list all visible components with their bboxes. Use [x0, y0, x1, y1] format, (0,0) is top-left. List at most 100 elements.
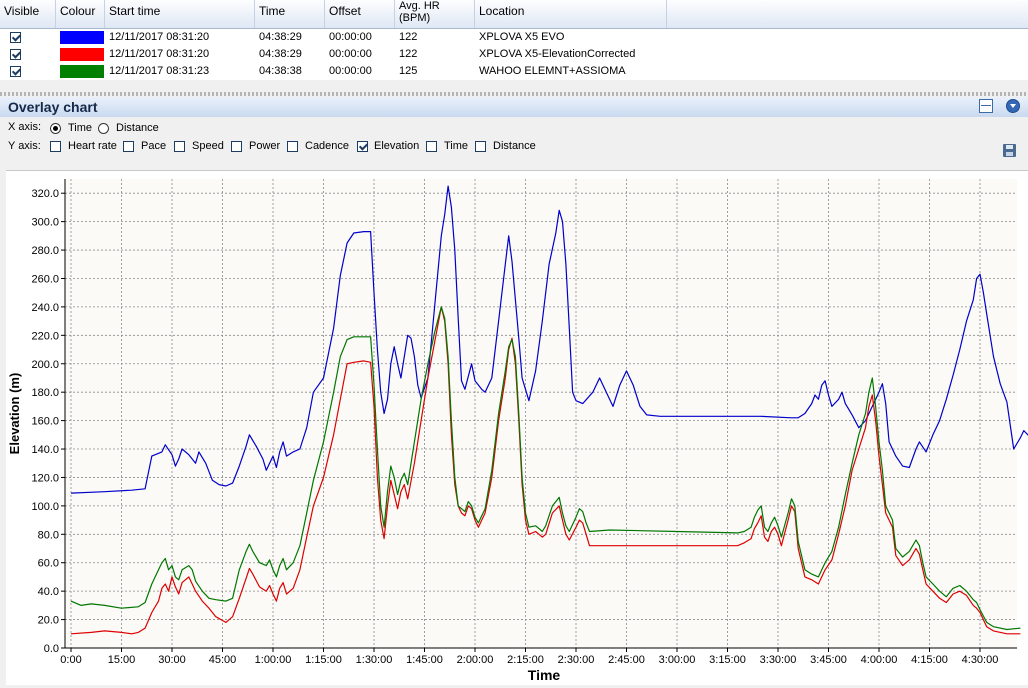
- avg-hr-label: Avg. HR: [399, 0, 440, 12]
- x-axis-distance-label[interactable]: Distance: [116, 122, 159, 134]
- series-line-1: [70, 185, 1028, 494]
- y-tick-label: 0.0: [44, 643, 59, 655]
- y-distance-label[interactable]: Distance: [493, 140, 536, 152]
- y-speed-checkbox[interactable]: [174, 141, 185, 152]
- y-tick-label: 180.0: [31, 387, 59, 399]
- y-tick-label: 240.0: [31, 302, 59, 314]
- save-image-icon[interactable]: [1003, 144, 1016, 157]
- colour-swatch[interactable]: [60, 48, 104, 61]
- y-power-checkbox[interactable]: [231, 141, 242, 152]
- y-tick-label: 80.0: [38, 529, 59, 541]
- x-tick-label: 45:00: [209, 654, 237, 666]
- y-tick-label: 320.0: [31, 188, 59, 200]
- x-tick-label: 4:00:00: [861, 654, 898, 666]
- location-cell: XPLOVA X5-ElevationCorrected: [479, 48, 636, 60]
- visible-checkbox[interactable]: [10, 66, 21, 77]
- avg-hr-cell: 122: [399, 31, 418, 43]
- x-tick-label: 1:15:00: [305, 654, 342, 666]
- x-tick-label: 1:45:00: [406, 654, 443, 666]
- table-row[interactable]: 12/11/2017 08:31:20 04:38:29 00:00:00 12…: [0, 29, 1028, 46]
- colour-swatch[interactable]: [60, 31, 104, 44]
- y-axis-label: Y axis:: [8, 140, 41, 152]
- column-header-visible[interactable]: Visible: [0, 0, 56, 28]
- avg-hr-unit: (BPM): [399, 12, 431, 24]
- x-tick-label: 1:00:00: [255, 654, 292, 666]
- x-axis-distance-radio[interactable]: [98, 123, 109, 134]
- y-speed-label[interactable]: Speed: [192, 140, 224, 152]
- avg-hr-cell: 122: [399, 48, 418, 60]
- x-axis-label: X axis:: [8, 121, 42, 133]
- x-tick-label: 4:15:00: [911, 654, 948, 666]
- x-tick-label: 2:30:00: [558, 654, 595, 666]
- column-header-location[interactable]: Location: [475, 0, 667, 28]
- y-elevation-label[interactable]: Elevation: [374, 140, 420, 152]
- start-time-cell: 12/11/2017 08:31:23: [109, 65, 210, 77]
- y-axis-title: Elevation (m): [7, 373, 22, 455]
- chart-area[interactable]: 0:00 15:00 30:00 45:00 1:00:00 1:15:00 1:30:00…: [6, 170, 1028, 685]
- collapse-chevron-icon[interactable]: [1006, 99, 1020, 113]
- x-tick-label: 2:00:00: [457, 654, 494, 666]
- x-tick-label: 4:30:00: [962, 654, 999, 666]
- y-tick-label: 40.0: [38, 586, 59, 598]
- offset-cell[interactable]: 00:00:00: [329, 31, 372, 43]
- y-tick-label: 100.0: [31, 501, 59, 513]
- y-elevation-checkbox[interactable]: [357, 141, 368, 152]
- x-tick-label: 15:00: [108, 654, 136, 666]
- axis-options: X axis: Time Distance Y axis: Heart rate…: [0, 117, 1028, 169]
- panel-title: Overlay chart: [8, 99, 98, 115]
- y-tick-label: 140.0: [31, 444, 59, 456]
- x-tick-label: 30:00: [158, 654, 186, 666]
- column-header-avg-hr[interactable]: Avg. HR (BPM): [395, 0, 475, 28]
- overlay-grid: Visible Colour Start time Time Offset Av…: [0, 0, 1028, 80]
- y-tick-label: 300.0: [31, 217, 59, 229]
- avg-hr-cell: 125: [399, 65, 418, 77]
- x-tick-label: 0:00: [60, 654, 81, 666]
- overlay-chart-header: Overlay chart: [0, 97, 1028, 118]
- column-header-colour[interactable]: Colour: [56, 0, 105, 28]
- column-header-offset[interactable]: Offset: [325, 0, 395, 28]
- visible-checkbox[interactable]: [10, 32, 21, 43]
- layout-toggle-icon[interactable]: [979, 99, 993, 113]
- column-header-time[interactable]: Time: [255, 0, 325, 28]
- x-tick-label: 2:15:00: [507, 654, 544, 666]
- y-time-checkbox[interactable]: [426, 141, 437, 152]
- offset-cell[interactable]: 00:00:00: [329, 48, 372, 60]
- table-row[interactable]: 12/11/2017 08:31:23 04:38:38 00:00:00 12…: [0, 63, 1028, 80]
- y-tick-label: 220.0: [31, 330, 59, 342]
- column-header-start-time[interactable]: Start time: [105, 0, 255, 28]
- y-distance-checkbox[interactable]: [475, 141, 486, 152]
- y-pace-label[interactable]: Pace: [141, 140, 167, 152]
- y-time-label[interactable]: Time: [444, 140, 469, 152]
- table-row[interactable]: 12/11/2017 08:31:20 04:38:29 00:00:00 12…: [0, 46, 1028, 63]
- time-cell: 04:38:29: [259, 31, 302, 43]
- y-tick-label: 160.0: [31, 416, 59, 428]
- y-heart-rate-label[interactable]: Heart rate: [68, 140, 117, 152]
- x-axis-title: Time: [528, 667, 561, 683]
- location-cell: WAHOO ELEMNT+ASSIOMA: [479, 65, 626, 77]
- x-tick-label: 3:45:00: [810, 654, 847, 666]
- y-tick-label: 280.0: [31, 245, 59, 257]
- visible-checkbox[interactable]: [10, 49, 21, 60]
- y-tick-label: 200.0: [31, 359, 59, 371]
- y-heart-rate-checkbox[interactable]: [50, 141, 61, 152]
- x-axis-time-label[interactable]: Time: [68, 122, 93, 134]
- offset-cell[interactable]: 00:00:00: [329, 65, 372, 77]
- y-tick-label: 120.0: [31, 472, 59, 484]
- y-tick-label: 60.0: [38, 558, 59, 570]
- location-cell: XPLOVA X5 EVO: [479, 31, 565, 43]
- colour-swatch[interactable]: [60, 65, 104, 78]
- time-cell: 04:38:29: [259, 48, 302, 60]
- y-power-label[interactable]: Power: [249, 140, 281, 152]
- y-cadence-label[interactable]: Cadence: [305, 140, 350, 152]
- x-axis-time-radio[interactable]: [50, 123, 61, 134]
- panel-splitter[interactable]: [0, 92, 1028, 96]
- plot-background: [65, 179, 1017, 648]
- elevation-chart[interactable]: 0:00 15:00 30:00 45:00 1:00:00 1:15:00 1:30:00…: [6, 171, 1028, 685]
- series-line-2: [70, 306, 1021, 635]
- y-cadence-checkbox[interactable]: [287, 141, 298, 152]
- x-tick-label: 1:30:00: [356, 654, 393, 666]
- x-tick-label: 3:30:00: [760, 654, 797, 666]
- x-tick-label: 3:15:00: [709, 654, 746, 666]
- y-pace-checkbox[interactable]: [123, 141, 134, 152]
- x-tick-label: 3:00:00: [659, 654, 696, 666]
